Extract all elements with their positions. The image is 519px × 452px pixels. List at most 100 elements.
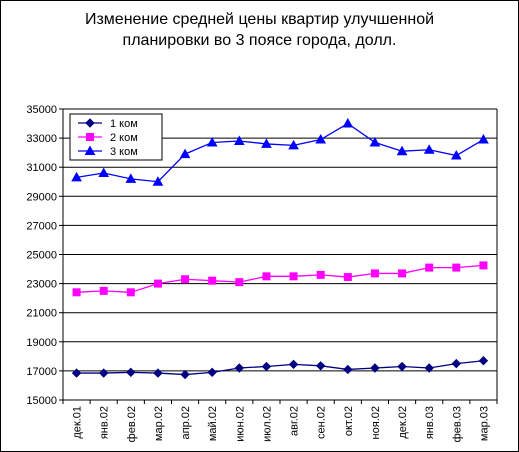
data-point [425,263,434,272]
data-point [451,358,462,369]
legend-marker [85,118,95,128]
legend-entry: 1 ком [78,118,138,130]
data-point [343,273,352,282]
x-tick-label: дек.02 [397,406,409,439]
data-point [126,367,136,378]
series-2 [72,261,488,297]
data-point [262,272,271,281]
x-tick-label: окт.02 [343,406,355,436]
legend-label: 2 ком [110,132,138,144]
data-point [396,145,408,156]
data-point [370,269,379,278]
x-tick-label: янв.02 [99,406,111,439]
data-point [98,368,109,378]
legend-marker [86,133,94,141]
y-tick-label: 15000 [26,395,57,407]
x-tick-label: авг.02 [289,406,301,436]
y-tick-label: 29000 [26,191,57,203]
y-tick-label: 19000 [26,337,57,349]
data-point [206,136,218,147]
chart-title: Изменение средней цены квартир улучшенно… [0,9,519,51]
y-tick-label: 21000 [26,308,57,320]
data-point [397,361,407,372]
x-tick-label: мар.02 [153,406,165,441]
data-point [71,368,82,378]
data-point [342,118,354,128]
data-point [126,288,135,297]
data-point [316,270,325,279]
y-tick-label: 25000 [26,250,57,262]
data-point [208,276,217,285]
series [71,118,489,380]
x-tick-label: май.02 [207,406,219,441]
y-tick-label: 35000 [26,104,57,116]
y-tick-label: 17000 [26,366,57,378]
data-point [479,261,488,270]
chart-title-line-1: Изменение средней цены квартир улучшенно… [84,11,435,28]
x-axis-ticks: дек.01 янв.02 фев.02 мар.02 апр.02 май.02 июн.… [62,400,498,442]
x-tick-label: сен.02 [316,406,328,439]
legend-label: 1 ком [110,118,138,130]
x-tick-label: июн.02 [234,406,246,442]
data-point [261,361,272,372]
data-point [153,368,163,378]
data-point [125,173,137,183]
data-point [398,269,407,278]
data-point [315,134,327,144]
x-tick-label: мар.03 [478,406,490,441]
series-3 [71,118,489,186]
data-point [99,286,108,295]
data-point [234,363,245,373]
y-tick-label: 31000 [26,162,57,174]
data-point [235,278,244,287]
data-point [423,144,435,154]
data-point [288,359,299,370]
data-point [343,364,353,375]
series-1 [71,356,489,380]
x-tick-label: фев.03 [451,406,463,442]
data-point [289,272,298,281]
series-line [76,122,484,183]
grid-lines [63,108,497,401]
chart-title-line-2: планировки во 3 поясе города, долл. [122,32,397,49]
data-point [478,134,489,144]
x-tick-label: июл.02 [261,406,273,442]
data-point [181,275,190,284]
data-point [207,367,217,378]
legend-entry: 3 ком [78,145,138,158]
legend-label: 3 ком [110,146,138,158]
legend: 1 ком 2 ком 3 ком [69,113,163,161]
y-axis-ticks: 15000 17000 19000 21000 23000 25000 27000 29000… [26,104,63,407]
x-tick-label: янв.03 [424,406,436,439]
legend-marker [84,145,96,155]
data-point [478,356,489,366]
data-point [153,279,162,288]
data-point [180,369,190,380]
data-point [179,148,191,159]
data-point [261,138,272,148]
legend-entry: 2 ком [78,132,138,144]
data-point [315,361,326,371]
data-point [152,176,164,186]
data-point [72,288,81,297]
data-point [452,263,461,272]
data-point [98,167,110,178]
x-tick-label: дек.01 [72,406,84,439]
x-tick-label: фев.02 [126,406,138,442]
data-point [233,135,245,146]
series-line [76,264,484,293]
data-point [288,139,299,150]
data-point [424,363,434,373]
data-point [369,136,381,147]
data-point [71,171,82,182]
data-point [450,150,462,160]
data-point [370,363,380,373]
series-line [76,360,484,376]
x-tick-label: апр.02 [180,406,192,439]
y-tick-label: 23000 [26,279,57,291]
y-tick-label: 33000 [26,133,57,145]
x-tick-label: ноя.02 [370,406,382,439]
y-tick-label: 27000 [26,220,57,232]
